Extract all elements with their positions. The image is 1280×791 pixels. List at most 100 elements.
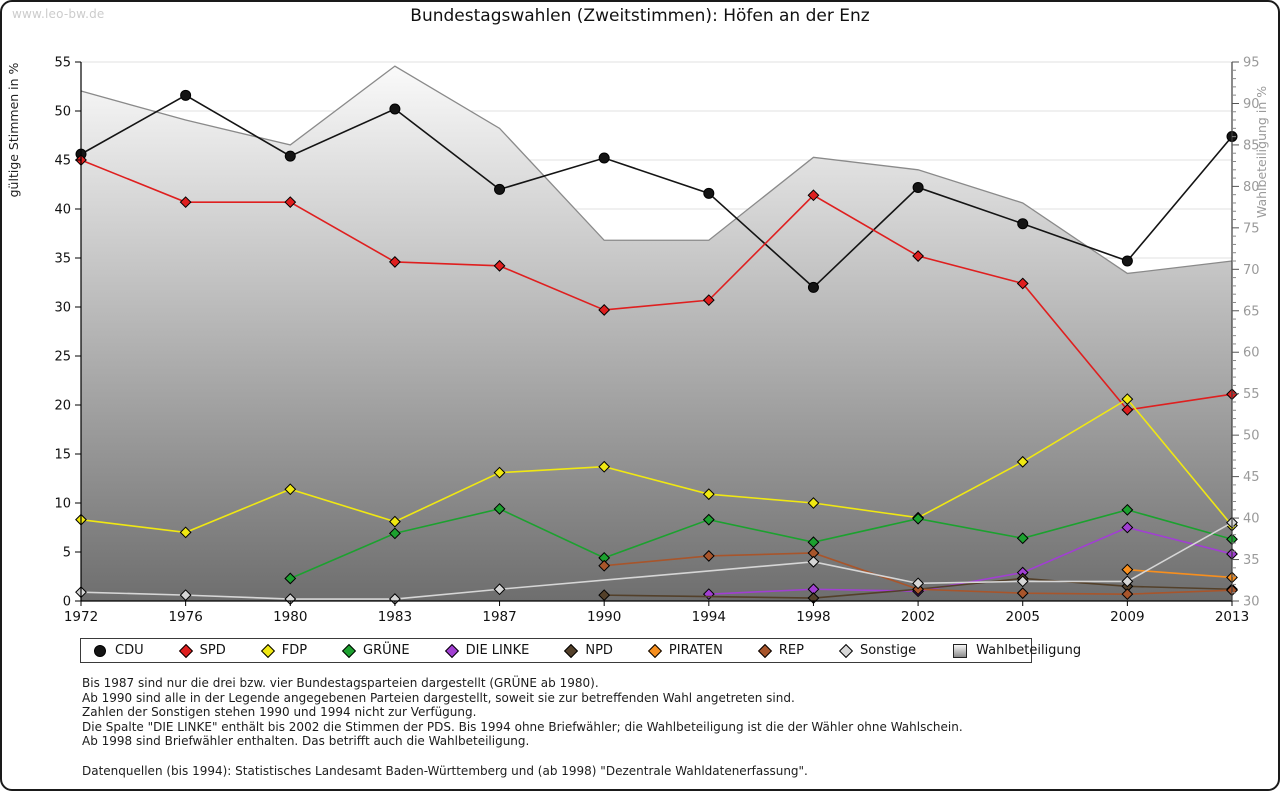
legend-label: SPD xyxy=(199,643,226,658)
data-point-grüne xyxy=(912,512,924,525)
footnote-line: Ab 1990 sind alle in der Legende angegeb… xyxy=(82,690,795,705)
data-point-grüne xyxy=(702,513,715,526)
left-tick-label: 0 xyxy=(63,595,71,610)
data-point-rep xyxy=(1016,587,1029,600)
data-point-rep xyxy=(598,559,611,572)
data-point-die-linke xyxy=(1121,521,1134,534)
data-point-cdu xyxy=(1017,218,1029,230)
data-point-sonstige xyxy=(912,577,924,590)
left-tick-label: 20 xyxy=(54,399,71,414)
series-line-grüne xyxy=(289,508,1233,580)
left-axis-title: gültige Stimmen in % xyxy=(6,62,21,197)
footnote-line: Die Spalte "DIE LINKE" enthält bis 2002 … xyxy=(82,719,963,734)
data-point-fdp xyxy=(284,483,297,496)
data-point-grüne xyxy=(284,572,297,585)
circle-marker-icon xyxy=(94,644,106,657)
data-point-cdu xyxy=(284,150,296,162)
legend-item-sonstige: Sonstige xyxy=(838,643,917,658)
data-point-fdp xyxy=(389,515,401,528)
left-tick-label: 45 xyxy=(54,154,71,169)
data-point-grüne xyxy=(1121,503,1134,516)
left-tick-label: 10 xyxy=(54,497,71,512)
spacer xyxy=(82,749,963,764)
legend-label: PIRATEN xyxy=(668,643,723,658)
series-line-spd xyxy=(80,159,1233,411)
data-point-cdu xyxy=(598,152,610,164)
data-point-fdp xyxy=(598,460,611,473)
right-tick-label: 75 xyxy=(1243,221,1260,236)
x-tick-label-2005: 2005 xyxy=(1006,609,1040,625)
data-point-fdp xyxy=(179,526,192,539)
right-tick-label: 90 xyxy=(1243,97,1260,112)
data-point-cdu xyxy=(912,181,924,193)
data-point-npd xyxy=(598,589,611,602)
x-tick-label-1987: 1987 xyxy=(482,609,516,625)
data-point-spd xyxy=(1016,277,1029,290)
x-tick-label-1990: 1990 xyxy=(587,609,621,625)
data-point-spd xyxy=(284,196,297,209)
left-tick-label: 25 xyxy=(54,350,71,365)
left-tick-label: 40 xyxy=(54,203,71,218)
data-point-spd xyxy=(493,259,506,272)
data-point-spd xyxy=(912,250,924,262)
legend-label: Wahlbeteiligung xyxy=(976,643,1082,658)
data-point-fdp xyxy=(1121,393,1134,406)
data-point-spd xyxy=(179,196,192,209)
left-tick-label: 15 xyxy=(54,448,71,463)
diamond-marker-icon xyxy=(341,643,357,658)
data-point-spd xyxy=(702,294,715,307)
data-point-spd xyxy=(1121,403,1134,416)
chart-legend: CDU SPD FDP GRÜNE DIE LINKE NPD PIRATEN REP Sons… xyxy=(80,638,1081,663)
page-title: Bundestagswahlen (Zweitstimmen): Höfen a… xyxy=(410,6,870,26)
data-point-fdp xyxy=(1016,455,1029,468)
series-line-fdp xyxy=(80,398,1233,534)
data-point-cdu xyxy=(494,183,506,195)
data-point-cdu xyxy=(1121,255,1133,267)
x-tick-label-1998: 1998 xyxy=(796,609,830,625)
right-tick-label: 40 xyxy=(1243,512,1260,527)
x-tick-label-1972: 1972 xyxy=(64,609,98,625)
participation-area xyxy=(81,66,1232,601)
data-point-grüne xyxy=(493,502,506,515)
right-tick-label: 30 xyxy=(1243,595,1260,610)
data-point-spd xyxy=(807,189,820,202)
right-tick-label: 80 xyxy=(1243,180,1260,195)
legend-item-die-linke: DIE LINKE xyxy=(444,643,530,658)
left-tick-label: 55 xyxy=(54,56,71,71)
x-tick-label-2002: 2002 xyxy=(901,609,935,625)
data-point-sonstige xyxy=(1016,575,1029,588)
x-tick-label-1994: 1994 xyxy=(692,609,726,625)
x-tick-label-2009: 2009 xyxy=(1110,609,1144,625)
right-tick-label: 50 xyxy=(1243,429,1260,444)
legend-label: Sonstige xyxy=(859,643,917,658)
right-axis-title: Wahlbeteiligung in % xyxy=(1254,86,1269,218)
right-tick-label: 45 xyxy=(1243,470,1260,485)
legend-label: DIE LINKE xyxy=(465,643,530,658)
diamond-marker-icon xyxy=(178,643,193,658)
data-point-fdp xyxy=(807,497,820,509)
data-point-grüne xyxy=(389,527,401,540)
data-point-sonstige xyxy=(179,589,192,602)
data-point-spd xyxy=(598,304,611,316)
legend-label: FDP xyxy=(281,643,308,658)
series-line-cdu xyxy=(80,94,1233,289)
right-tick-label: 35 xyxy=(1243,553,1260,568)
data-point-sonstige xyxy=(1121,575,1134,588)
footnote-line: Bis 1987 sind nur die drei bzw. vier Bun… xyxy=(82,676,599,690)
right-tick-label: 85 xyxy=(1243,138,1260,153)
data-point-spd xyxy=(389,256,401,268)
election-line-chart: 0 5 10 15 20 25 30 35 40 45 50 55 30 35 40 45 50 55 60 65 70… xyxy=(6,56,1269,626)
footnote-line: Zahlen der Sonstigen stehen 1990 und 199… xyxy=(82,705,477,720)
legend-label: GRÜNE xyxy=(363,643,410,658)
legend-item-fdp: FDP xyxy=(260,643,308,658)
diamond-marker-icon xyxy=(444,643,459,658)
data-point-sonstige xyxy=(807,555,820,568)
series-line-npd xyxy=(604,577,1233,599)
left-tick-label: 50 xyxy=(54,105,71,120)
right-tick-label: 55 xyxy=(1243,387,1260,402)
data-point-fdp xyxy=(702,488,715,501)
left-tick-label: 5 xyxy=(63,546,71,561)
area-swatch-icon xyxy=(953,643,968,658)
right-tick-label: 95 xyxy=(1243,56,1260,71)
